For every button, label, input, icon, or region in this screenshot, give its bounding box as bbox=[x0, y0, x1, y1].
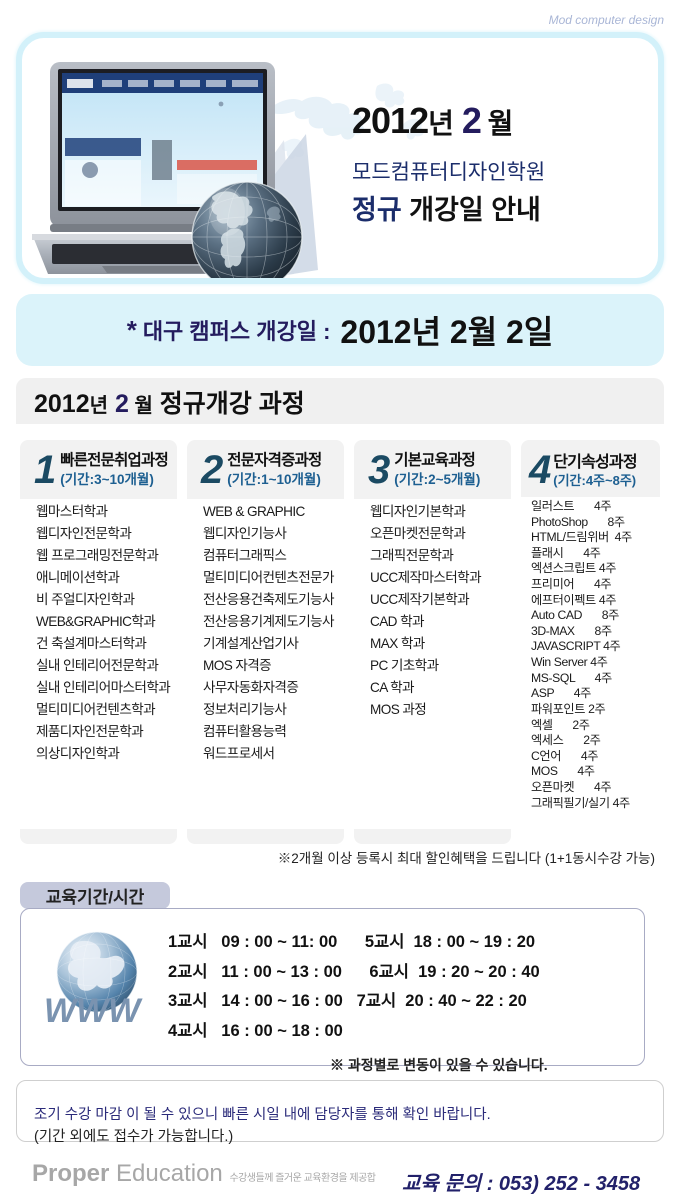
svg-text:WWW: WWW bbox=[44, 992, 143, 1030]
